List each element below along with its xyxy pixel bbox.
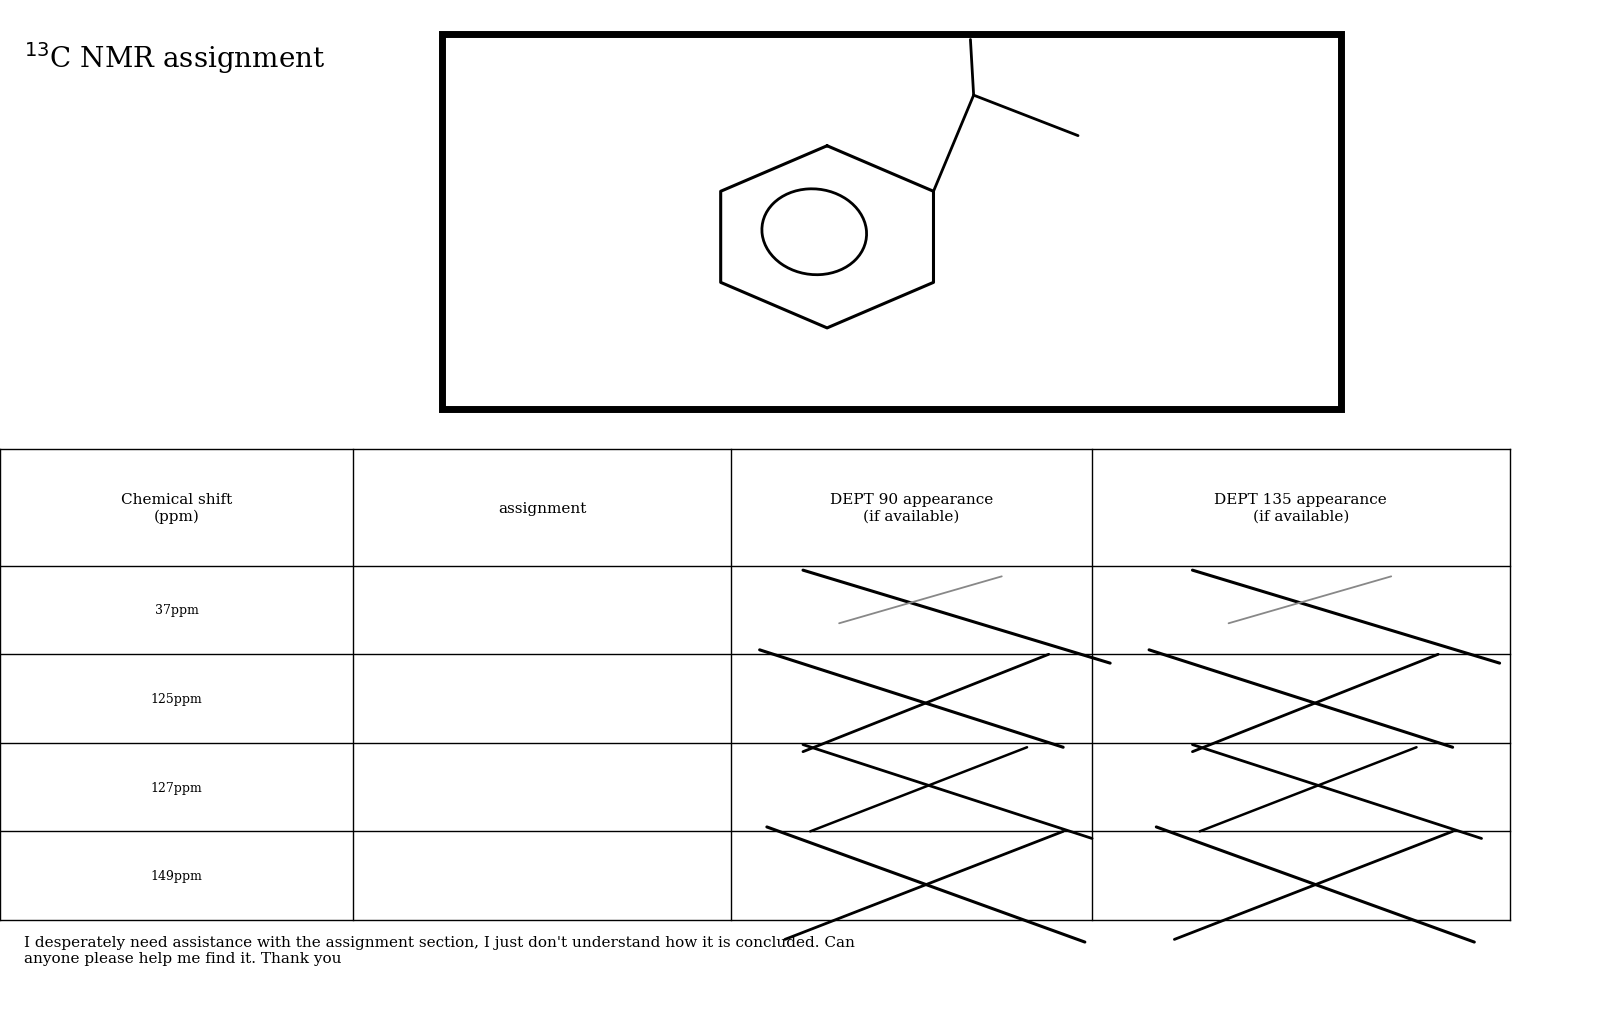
Text: $^{13}$C NMR assignment: $^{13}$C NMR assignment (24, 40, 326, 76)
Text: 125ppm: 125ppm (151, 693, 202, 706)
Text: 127ppm: 127ppm (151, 780, 202, 794)
Text: assignment: assignment (498, 501, 586, 515)
Bar (441, 35, 1340, 409)
Text: DEPT 135 appearance
(if available): DEPT 135 appearance (if available) (1213, 493, 1387, 523)
Text: 37ppm: 37ppm (154, 604, 199, 617)
Text: Chemical shift
(ppm): Chemical shift (ppm) (120, 492, 233, 524)
Text: I desperately need assistance with the assignment section, I just don't understa: I desperately need assistance with the a… (24, 935, 854, 966)
Text: DEPT 90 appearance
(if available): DEPT 90 appearance (if available) (830, 493, 992, 523)
Text: 149ppm: 149ppm (151, 869, 202, 883)
